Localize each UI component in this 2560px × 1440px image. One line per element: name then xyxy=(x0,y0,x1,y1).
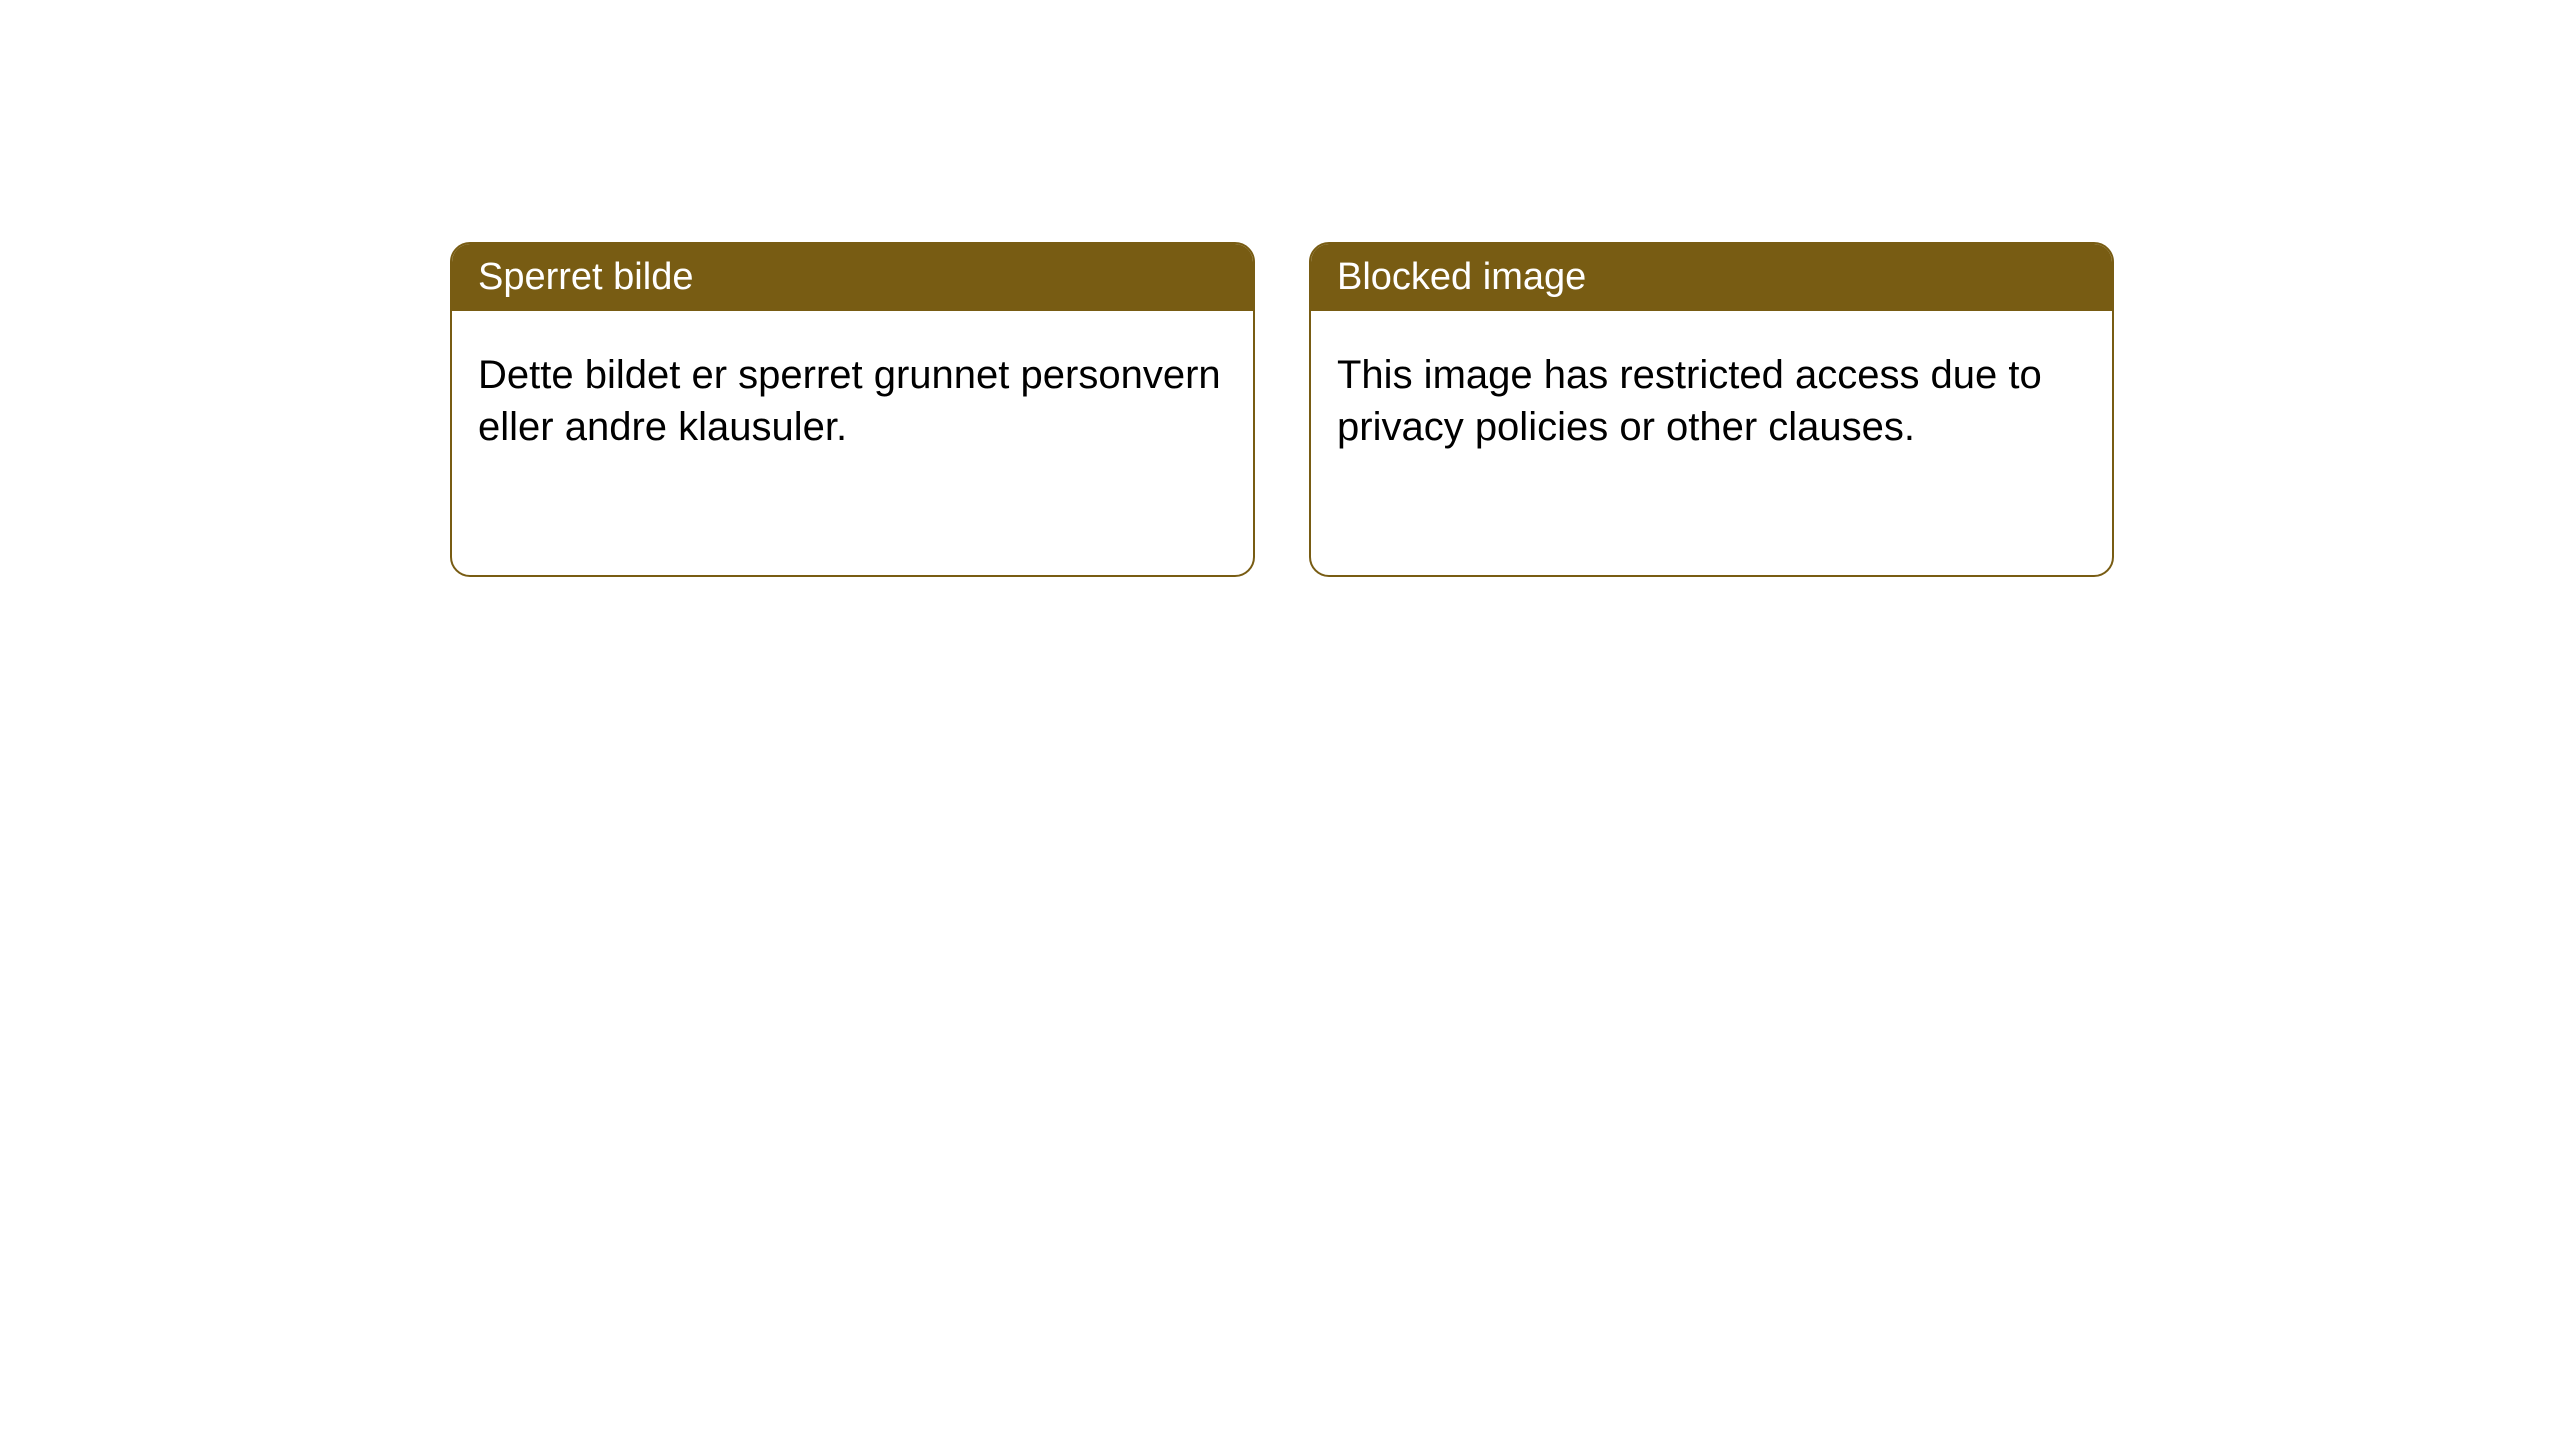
notice-header-english: Blocked image xyxy=(1311,244,2112,311)
notice-title-norwegian: Sperret bilde xyxy=(478,256,693,298)
notice-header-norwegian: Sperret bilde xyxy=(452,244,1253,311)
notice-container: Sperret bilde Dette bildet er sperret gr… xyxy=(0,0,2560,577)
notice-body-english: This image has restricted access due to … xyxy=(1311,311,2112,491)
notice-message-english: This image has restricted access due to … xyxy=(1337,353,2042,449)
notice-box-norwegian: Sperret bilde Dette bildet er sperret gr… xyxy=(450,242,1255,577)
notice-message-norwegian: Dette bildet er sperret grunnet personve… xyxy=(478,353,1221,449)
notice-body-norwegian: Dette bildet er sperret grunnet personve… xyxy=(452,311,1253,491)
notice-box-english: Blocked image This image has restricted … xyxy=(1309,242,2114,577)
notice-title-english: Blocked image xyxy=(1337,256,1586,298)
